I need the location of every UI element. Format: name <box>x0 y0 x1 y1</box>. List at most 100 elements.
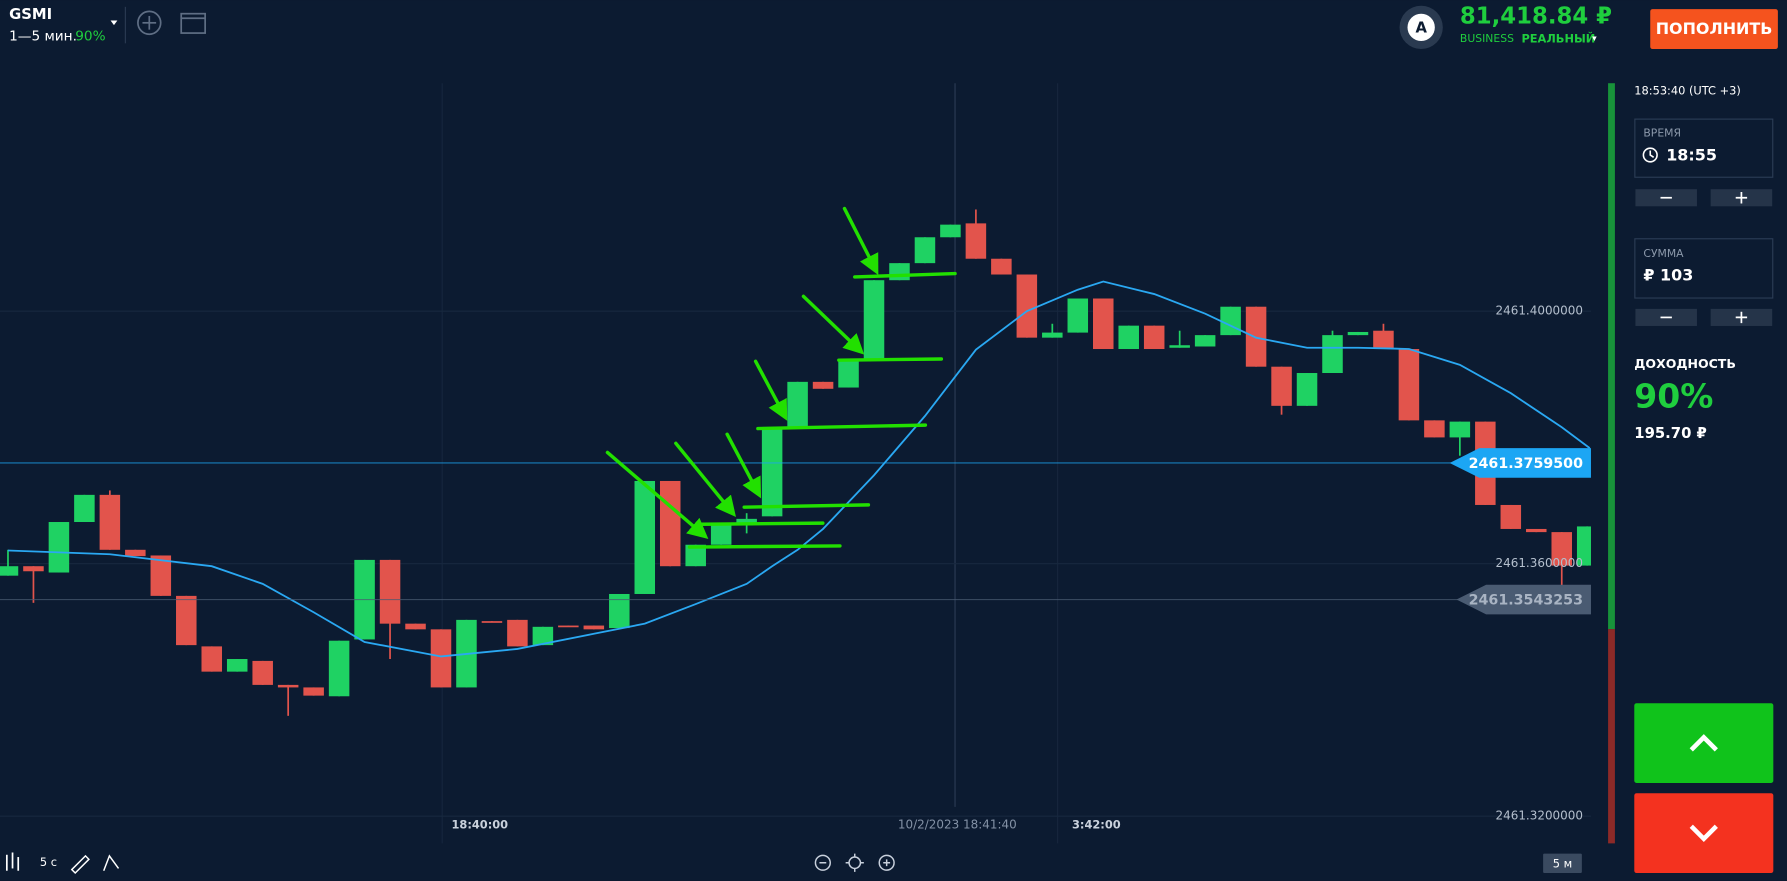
candle-body <box>48 522 70 573</box>
timeframe-button[interactable] <box>1543 853 1582 874</box>
amount-box[interactable] <box>1634 238 1774 299</box>
dropdown-icon[interactable] <box>110 20 118 26</box>
interval[interactable]: 5 с <box>40 855 57 869</box>
candle-body <box>965 223 987 259</box>
annotation-arrow <box>801 294 865 355</box>
ruler-icon[interactable] <box>70 854 90 875</box>
candle-body <box>991 258 1012 275</box>
call-button[interactable] <box>1634 703 1774 783</box>
candle-body <box>1373 330 1394 350</box>
candle-body <box>838 359 859 388</box>
candle-body <box>940 224 961 238</box>
plus-icon <box>1735 311 1748 324</box>
time-box[interactable] <box>1634 118 1774 178</box>
down-icon <box>1689 824 1718 843</box>
candle-body <box>609 593 630 629</box>
candle-body <box>761 427 783 517</box>
candle-body <box>1271 366 1292 406</box>
candle-body <box>201 646 223 672</box>
time-label: ВРЕМЯ <box>1643 126 1681 139</box>
candle-body <box>252 660 273 685</box>
candle-body <box>481 621 503 623</box>
candle-body <box>1092 298 1114 350</box>
time-label: 10/2/2023 18:41:40 <box>898 818 1017 832</box>
y-tick-label: 2461.3200000 <box>1496 809 1583 823</box>
put-button[interactable] <box>1634 793 1774 874</box>
payout: 90% <box>75 28 105 44</box>
candle-body <box>23 566 44 572</box>
candle-body <box>1500 504 1522 529</box>
candle-body <box>863 280 885 360</box>
amount-label: СУММА <box>1643 247 1684 260</box>
candle-body <box>685 544 706 567</box>
candle-body <box>1220 306 1241 336</box>
zoom-in[interactable] <box>878 854 895 871</box>
avatar[interactable] <box>1407 13 1435 42</box>
candle-body <box>1143 325 1165 350</box>
plus-icon <box>1735 192 1748 204</box>
account-mode[interactable]: РЕАЛЬНЫЙ <box>1521 30 1595 45</box>
candle-body <box>1194 335 1216 347</box>
candle-body <box>1042 332 1063 338</box>
candle-body <box>405 623 426 630</box>
annotation-arrow <box>725 432 762 499</box>
deposit-label: ПОПОЛНИТЬ <box>1656 19 1773 38</box>
amount-value: ₽ 103 <box>1643 265 1693 284</box>
candle-body <box>914 237 936 264</box>
candle-body <box>1449 421 1471 438</box>
annotation-arrow <box>842 206 879 276</box>
candle-body <box>634 480 656 594</box>
balance[interactable]: 81,418.84 ₽ <box>1460 4 1612 30</box>
zoom-out[interactable] <box>814 854 831 871</box>
candle-body <box>99 494 121 550</box>
candle-body <box>1169 345 1190 348</box>
annotation-line <box>756 423 928 431</box>
candle-body <box>328 640 350 697</box>
sentiment-up <box>1608 83 1615 630</box>
candle-body <box>1016 274 1038 338</box>
timeframe: 5 м <box>1553 856 1572 870</box>
candle-body <box>0 566 19 576</box>
yield-label: ДОХОДНОСТЬ <box>1634 356 1736 371</box>
candle-body <box>74 494 95 523</box>
annotation-arrow <box>674 441 736 518</box>
annotation-arrow <box>753 359 788 421</box>
y-tick-label: 2461.3600000 <box>1496 556 1583 570</box>
price-tag <box>1449 448 1591 478</box>
candle-body <box>889 263 910 281</box>
account-dropdown[interactable] <box>1592 36 1597 42</box>
avatar-letter: A <box>1415 20 1427 37</box>
candle-body <box>787 381 808 428</box>
deposit-button[interactable] <box>1650 9 1778 50</box>
candle-body <box>532 626 554 646</box>
account-type: BUSINESS <box>1460 32 1514 45</box>
yield-value: 90% <box>1634 376 1713 415</box>
annotation-line <box>742 503 871 509</box>
add-chart-button[interactable] <box>137 10 162 36</box>
candle-body <box>1526 528 1547 533</box>
symbol[interactable]: GSMI <box>9 6 52 23</box>
plot <box>0 209 1591 817</box>
calendar-button[interactable] <box>180 12 206 34</box>
price-tag <box>1456 584 1591 615</box>
annotation-line <box>687 544 842 549</box>
candle-body <box>710 523 732 545</box>
candle-body <box>277 684 299 688</box>
annotation-arrow <box>605 450 709 539</box>
annotations <box>605 206 957 549</box>
expiry: 1—5 мин. <box>9 28 77 44</box>
up-icon <box>1689 734 1718 752</box>
time-label: 3:42:00 <box>1072 818 1121 832</box>
drawing-icon[interactable] <box>103 854 120 871</box>
candle-body <box>1398 349 1420 421</box>
candle-body <box>659 480 681 567</box>
candle-body <box>1296 373 1318 406</box>
candle-body <box>176 595 197 646</box>
candles-icon[interactable] <box>5 852 20 871</box>
zoom-reset[interactable] <box>845 853 864 872</box>
axis: 2461.4000000 2461.3600000 2461.3200000 18:4… <box>0 304 1591 832</box>
